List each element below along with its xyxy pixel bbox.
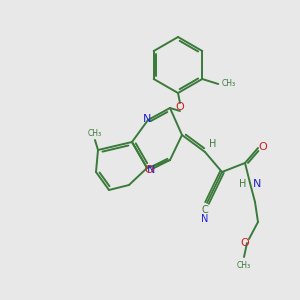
- Text: N: N: [253, 179, 261, 189]
- Text: CH₃: CH₃: [88, 128, 102, 137]
- Text: N: N: [143, 114, 151, 124]
- Text: C: C: [202, 205, 208, 215]
- Text: O: O: [145, 165, 153, 175]
- Text: H: H: [209, 139, 217, 149]
- Text: O: O: [241, 238, 249, 248]
- Text: O: O: [259, 142, 267, 152]
- Text: N: N: [201, 214, 209, 224]
- Text: CH₃: CH₃: [221, 80, 236, 88]
- Text: O: O: [176, 102, 184, 112]
- Text: CH₃: CH₃: [237, 260, 251, 269]
- Text: N: N: [147, 165, 155, 175]
- Text: H: H: [239, 179, 247, 189]
